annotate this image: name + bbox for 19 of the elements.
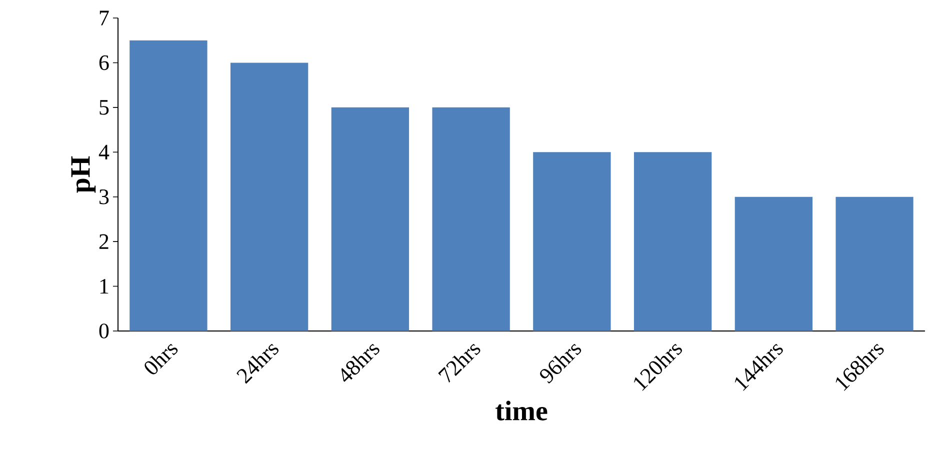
bar [432, 107, 510, 331]
y-tick-label: 2 [99, 234, 108, 249]
y-tick-label: 4 [98, 144, 110, 160]
bar [836, 196, 914, 331]
bar [734, 196, 813, 331]
y-tick-label: 6 [99, 55, 109, 70]
y-tick-label: 1 [100, 279, 108, 294]
bar [533, 152, 611, 331]
y-tick-label: 7 [100, 10, 109, 26]
y-tick-label: 3 [100, 189, 109, 204]
y-tick-label: 5 [100, 100, 109, 115]
bar [634, 152, 712, 331]
bar [331, 107, 410, 331]
bar [230, 62, 308, 331]
bar [130, 40, 208, 331]
x-tick-label: 0hrs [144, 344, 178, 374]
y-tick-label: 0 [99, 324, 109, 338]
x-axis-title: time [496, 400, 548, 420]
y-axis-title: pH [71, 156, 96, 193]
